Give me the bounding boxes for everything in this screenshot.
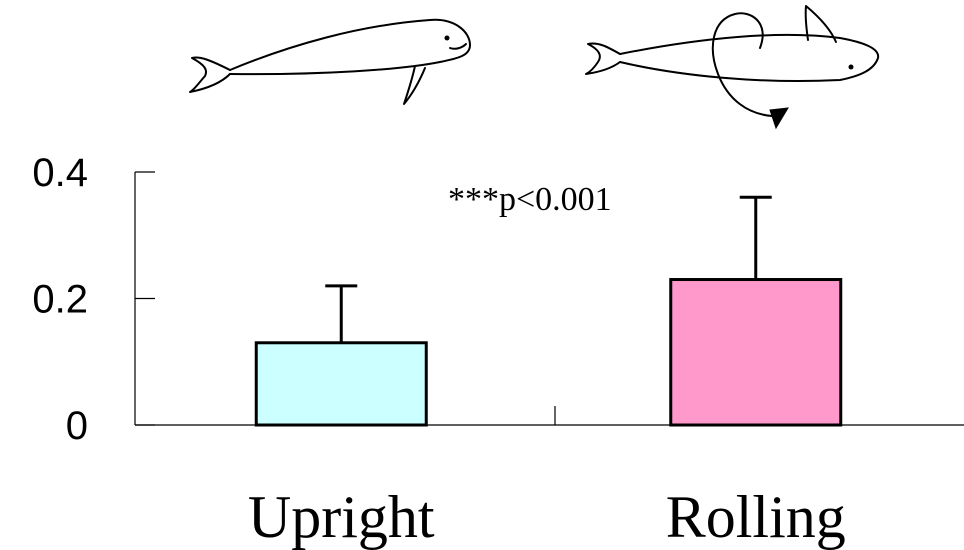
y-tick-label: 0 [66, 404, 88, 448]
upright-whale-icon [189, 18, 471, 105]
category-labels: Upright Rolling [248, 484, 846, 550]
error-bars [325, 195, 772, 343]
category-label: Rolling [666, 484, 846, 550]
rolling-whale-icon [585, 5, 880, 130]
y-tick-label: 0.2 [32, 278, 88, 322]
significance-annotation: ***p<0.001 [448, 181, 612, 218]
y-tick-label: 0.4 [32, 151, 88, 195]
bar-rolling [669, 278, 843, 427]
category-label: Upright [248, 484, 435, 550]
y-ticks: 0 0.2 0.4 [32, 151, 155, 448]
bar-upright [254, 341, 428, 427]
bars [254, 278, 843, 427]
